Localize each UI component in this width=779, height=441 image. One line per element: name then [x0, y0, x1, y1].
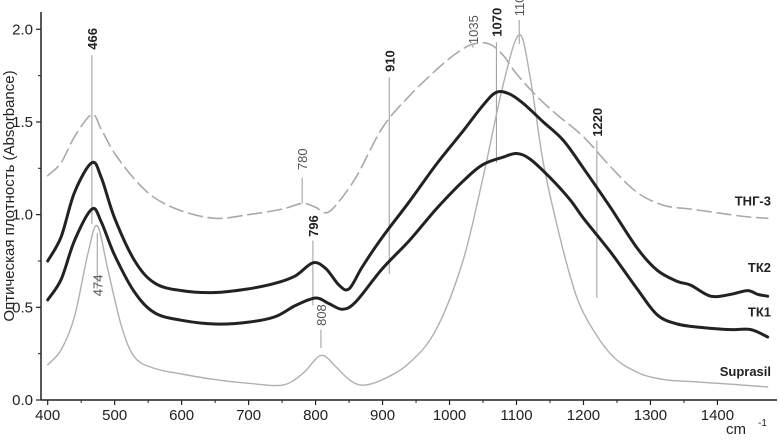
annotation-label: 796 [306, 215, 321, 237]
x-tick-label: 700 [236, 407, 261, 424]
annotation-label: 466 [85, 28, 100, 50]
series-line-tk2 [46, 90, 770, 299]
y-tick-label: 1.5 [12, 114, 33, 131]
y-tick-label: 0.0 [12, 392, 33, 409]
annotation-label: 1220 [590, 108, 605, 137]
annotation-label: 1070 [489, 8, 504, 37]
series-lines [46, 34, 770, 388]
x-axis-unit-main: cm [726, 421, 746, 438]
series-line-suprasil [47, 34, 769, 388]
series-labels: ТНГ-3 ТК2 ТК1 Suprasil [720, 193, 771, 379]
series-label: Suprasil [720, 364, 771, 379]
x-tick-label: 500 [102, 407, 127, 424]
annotation-label: 474 [90, 274, 105, 296]
series-line-tk1 [46, 151, 770, 339]
series-label: ТК1 [748, 305, 771, 320]
axes [40, 12, 777, 401]
series-label: ТК2 [748, 260, 771, 275]
y-tick-label: 1.0 [12, 207, 33, 224]
x-tick-label: 1000 [433, 407, 466, 424]
x-tick-label: 1400 [701, 407, 734, 424]
series-label: ТНГ-3 [735, 193, 771, 208]
ticks: 400 500 600 700 800 900 1000 1100 1200 1300 1400 0.… [12, 21, 734, 424]
x-tick-label: 1300 [634, 407, 667, 424]
x-tick-label: 1100 [500, 407, 532, 424]
series-line-tng3 [46, 42, 769, 220]
annotation-label: 1104 [512, 0, 527, 16]
annotation-label: 910 [382, 50, 397, 72]
x-axis-unit-superscript: -1 [758, 418, 767, 429]
x-tick-label: 600 [169, 407, 194, 424]
x-tick-label: 400 [35, 407, 60, 424]
annotation-label: 1035 [466, 15, 481, 44]
y-tick-label: 0.5 [12, 299, 33, 316]
annotations: 466 474 780 796 808 910 1035 1070 1104 1220 [85, 0, 605, 349]
x-tick-label: 800 [303, 407, 328, 424]
annotation-label: 808 [314, 304, 329, 326]
y-tick-label: 2.0 [12, 21, 33, 38]
x-tick-label: 900 [370, 407, 395, 424]
annotation-label: 780 [295, 148, 310, 170]
x-axis-unit: cm -1 [726, 418, 767, 438]
y-axis-label: Оптическая плотность (Absorbance) [1, 70, 18, 321]
x-tick-label: 1200 [567, 407, 600, 424]
